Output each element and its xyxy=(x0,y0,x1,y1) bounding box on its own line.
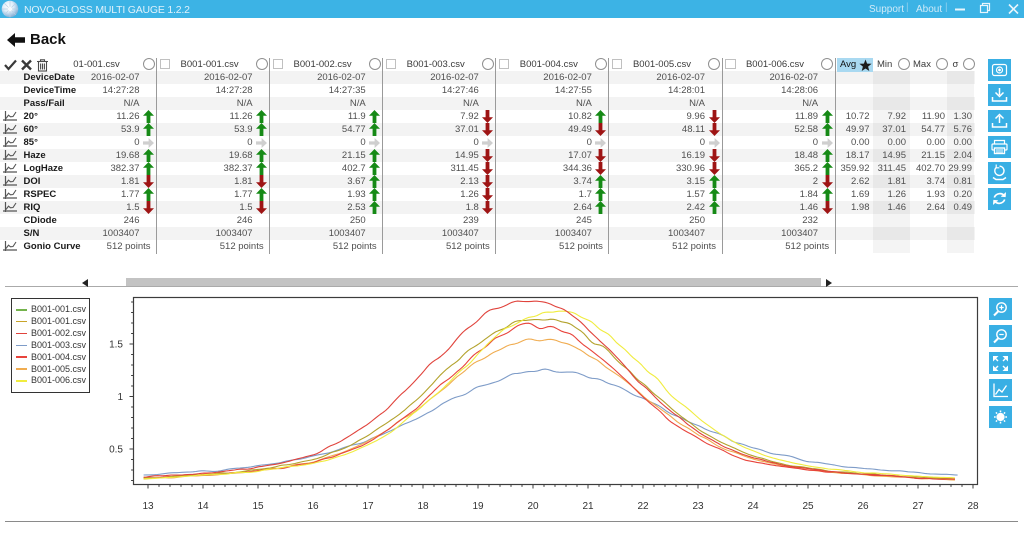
svg-text:25: 25 xyxy=(802,501,814,512)
svg-text:24: 24 xyxy=(747,501,759,512)
svg-text:0.5: 0.5 xyxy=(109,444,123,455)
svg-text:16: 16 xyxy=(307,501,319,512)
svg-text:26: 26 xyxy=(857,501,869,512)
svg-text:13: 13 xyxy=(142,501,154,512)
svg-text:18: 18 xyxy=(417,501,429,512)
svg-text:27: 27 xyxy=(912,501,924,512)
svg-text:1.5: 1.5 xyxy=(109,339,123,350)
svg-text:20: 20 xyxy=(527,501,539,512)
svg-text:17: 17 xyxy=(362,501,374,512)
svg-text:21: 21 xyxy=(582,501,594,512)
svg-text:14: 14 xyxy=(197,501,209,512)
svg-text:23: 23 xyxy=(692,501,704,512)
svg-text:19: 19 xyxy=(472,501,484,512)
svg-text:15: 15 xyxy=(252,501,264,512)
svg-text:1: 1 xyxy=(117,392,123,403)
svg-text:22: 22 xyxy=(637,501,649,512)
svg-text:28: 28 xyxy=(967,501,979,512)
